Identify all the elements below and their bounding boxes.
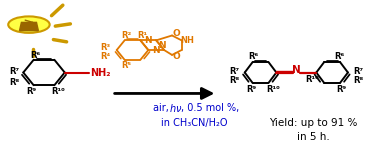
Text: R¹⁰: R¹⁰ [266,85,280,94]
Text: R⁷: R⁷ [9,66,19,76]
Text: R³: R³ [100,43,110,52]
Text: N: N [152,46,160,55]
Text: O: O [173,52,180,61]
Circle shape [8,16,50,33]
Text: R⁸: R⁸ [229,76,239,85]
Text: R⁹: R⁹ [27,87,37,96]
Text: , 0.5 mol %,: , 0.5 mol %, [181,103,240,113]
Text: R⁶: R⁶ [30,51,41,60]
Text: in 5 h.: in 5 h. [297,132,330,142]
Text: R¹: R¹ [137,31,147,40]
Text: NH₂: NH₂ [90,67,111,77]
Text: R¹⁰: R¹⁰ [51,87,65,96]
Text: R⁹: R⁹ [336,85,346,94]
Text: R⁴: R⁴ [100,51,110,61]
Polygon shape [20,22,38,31]
Text: R²: R² [121,31,132,40]
Text: in CH₃CN/H₂O: in CH₃CN/H₂O [161,118,227,128]
Text: N: N [144,36,152,45]
Text: R⁶: R⁶ [249,52,259,61]
Text: $h\nu$: $h\nu$ [169,102,183,114]
Text: NH: NH [180,36,194,45]
Text: air,: air, [153,103,172,113]
Text: N: N [292,65,301,75]
Text: N: N [158,41,166,50]
Text: R⁸: R⁸ [353,76,364,85]
Text: R⁹: R⁹ [246,85,257,94]
Text: R⁷: R⁷ [353,66,364,76]
Text: O: O [173,29,180,39]
Text: R⁸: R⁸ [9,78,19,87]
Text: R⁵: R⁵ [121,61,132,70]
Text: Yield: up to 91 %: Yield: up to 91 % [269,118,358,128]
Text: R⁷: R⁷ [229,66,239,76]
Text: R¹⁰: R¹⁰ [305,75,319,84]
Text: R⁶: R⁶ [334,52,344,61]
